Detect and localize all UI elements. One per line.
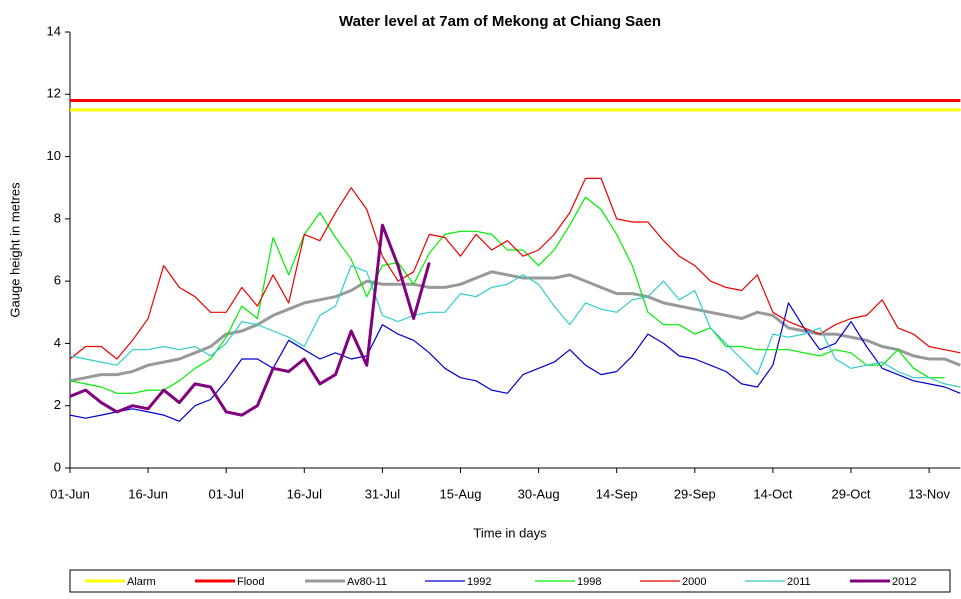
legend-label: Flood <box>237 576 265 588</box>
legend-label: 2012 <box>892 576 916 588</box>
y-tick-label: 8 <box>54 210 61 225</box>
x-tick-label: 01-Jun <box>50 486 90 501</box>
y-tick-label: 0 <box>54 459 61 474</box>
legend-box <box>69 569 951 593</box>
x-tick-label: 16-Jul <box>287 486 323 501</box>
series-line <box>69 196 945 394</box>
y-tick-label: 12 <box>47 86 61 101</box>
y-tick-label: 10 <box>47 148 61 163</box>
legend-label: 1992 <box>467 576 491 588</box>
legend-label: 2000 <box>682 576 706 588</box>
legend-label: Av80-11 <box>347 576 387 588</box>
y-tick-label: 4 <box>54 335 61 350</box>
x-axis-label: Time in days <box>473 525 547 540</box>
series-line <box>69 223 431 417</box>
chart-title: Water level at 7am of Mekong at Chiang S… <box>339 13 661 30</box>
series-line <box>69 177 961 360</box>
x-tick-label: 01-Jul <box>208 486 244 501</box>
y-axis-label: Gauge height in metres <box>7 182 22 318</box>
x-tick-label: 15-Aug <box>440 486 482 501</box>
x-tick-label: 14-Oct <box>753 486 792 501</box>
y-tick-label: 14 <box>47 23 61 38</box>
x-tick-label: 30-Aug <box>518 486 560 501</box>
series-line <box>69 270 961 383</box>
legend-label: 2011 <box>787 576 811 588</box>
x-tick-label: 13-Nov <box>908 486 950 501</box>
x-tick-label: 14-Sep <box>596 486 638 501</box>
y-tick-label: 6 <box>54 273 61 288</box>
x-tick-label: 16-Jun <box>128 486 168 501</box>
y-tick-label: 2 <box>54 397 61 412</box>
x-tick-label: 29-Oct <box>831 486 870 501</box>
x-tick-label: 31-Jul <box>365 486 401 501</box>
series-line <box>69 302 961 422</box>
series-line <box>69 265 961 388</box>
legend-label: 1998 <box>577 576 601 588</box>
x-tick-label: 29-Sep <box>674 486 716 501</box>
legend-label: Alarm <box>127 576 156 588</box>
